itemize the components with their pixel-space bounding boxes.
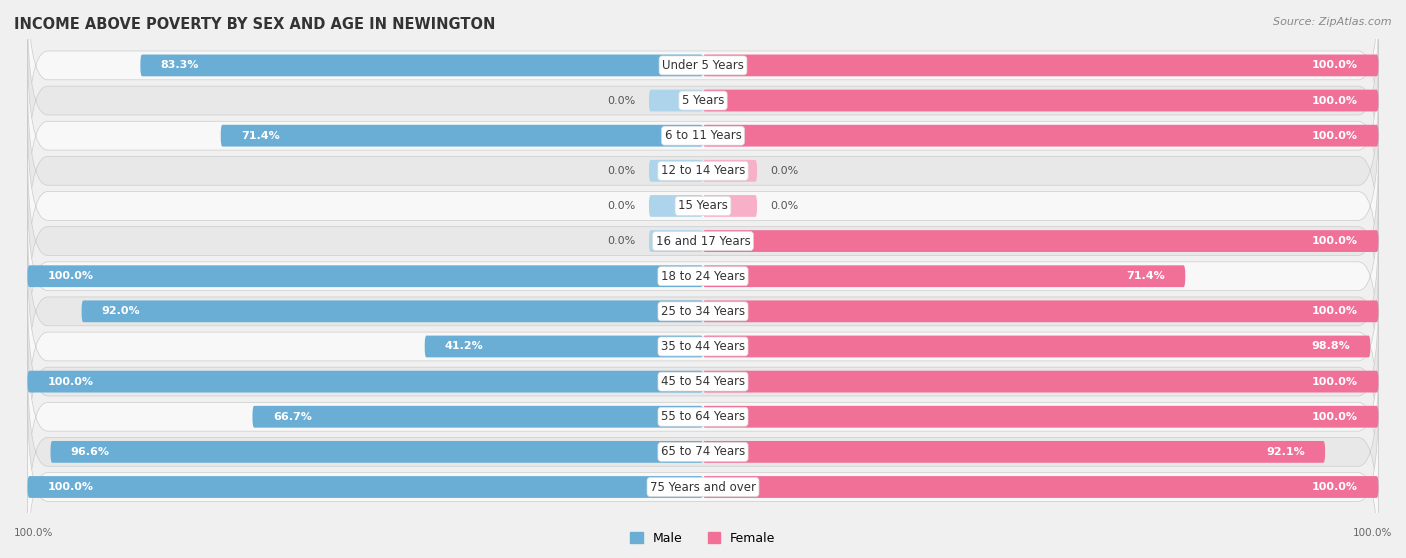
FancyBboxPatch shape xyxy=(51,441,703,463)
Text: 0.0%: 0.0% xyxy=(607,166,636,176)
Text: 18 to 24 Years: 18 to 24 Years xyxy=(661,270,745,283)
Text: 0.0%: 0.0% xyxy=(607,201,636,211)
FancyBboxPatch shape xyxy=(253,406,703,427)
Text: 71.4%: 71.4% xyxy=(1126,271,1166,281)
Text: 25 to 34 Years: 25 to 34 Years xyxy=(661,305,745,318)
FancyBboxPatch shape xyxy=(650,160,703,182)
Text: 100.0%: 100.0% xyxy=(1312,236,1358,246)
FancyBboxPatch shape xyxy=(82,300,703,322)
Text: Source: ZipAtlas.com: Source: ZipAtlas.com xyxy=(1274,17,1392,27)
Legend: Male, Female: Male, Female xyxy=(626,527,780,550)
FancyBboxPatch shape xyxy=(28,265,703,287)
FancyBboxPatch shape xyxy=(141,55,703,76)
FancyBboxPatch shape xyxy=(703,55,1378,76)
Text: 100.0%: 100.0% xyxy=(48,271,94,281)
FancyBboxPatch shape xyxy=(703,476,1378,498)
FancyBboxPatch shape xyxy=(28,256,1378,437)
FancyBboxPatch shape xyxy=(28,45,1378,227)
FancyBboxPatch shape xyxy=(28,396,1378,558)
Text: 35 to 44 Years: 35 to 44 Years xyxy=(661,340,745,353)
FancyBboxPatch shape xyxy=(28,371,703,392)
FancyBboxPatch shape xyxy=(650,195,703,217)
Text: 45 to 54 Years: 45 to 54 Years xyxy=(661,375,745,388)
Text: 100.0%: 100.0% xyxy=(1312,377,1358,387)
Text: 15 Years: 15 Years xyxy=(678,199,728,213)
Text: 100.0%: 100.0% xyxy=(48,482,94,492)
Text: 83.3%: 83.3% xyxy=(160,60,200,70)
Text: 0.0%: 0.0% xyxy=(607,95,636,105)
Text: 66.7%: 66.7% xyxy=(273,412,312,422)
Text: 100.0%: 100.0% xyxy=(1312,306,1358,316)
Text: 0.0%: 0.0% xyxy=(607,236,636,246)
Text: 92.1%: 92.1% xyxy=(1265,447,1305,457)
FancyBboxPatch shape xyxy=(425,335,703,357)
Text: 5 Years: 5 Years xyxy=(682,94,724,107)
Text: 100.0%: 100.0% xyxy=(1312,412,1358,422)
FancyBboxPatch shape xyxy=(703,265,1185,287)
Text: 12 to 14 Years: 12 to 14 Years xyxy=(661,164,745,177)
FancyBboxPatch shape xyxy=(28,185,1378,367)
Text: 41.2%: 41.2% xyxy=(444,341,484,352)
Text: 100.0%: 100.0% xyxy=(1312,60,1358,70)
FancyBboxPatch shape xyxy=(28,291,1378,473)
FancyBboxPatch shape xyxy=(28,0,1378,156)
Text: 75 Years and over: 75 Years and over xyxy=(650,480,756,493)
Text: 71.4%: 71.4% xyxy=(240,131,280,141)
FancyBboxPatch shape xyxy=(28,476,703,498)
FancyBboxPatch shape xyxy=(221,125,703,147)
Text: 100.0%: 100.0% xyxy=(1312,131,1358,141)
Text: 55 to 64 Years: 55 to 64 Years xyxy=(661,410,745,424)
FancyBboxPatch shape xyxy=(703,335,1371,357)
FancyBboxPatch shape xyxy=(703,300,1378,322)
FancyBboxPatch shape xyxy=(703,441,1324,463)
FancyBboxPatch shape xyxy=(28,220,1378,402)
FancyBboxPatch shape xyxy=(703,371,1378,392)
FancyBboxPatch shape xyxy=(28,326,1378,508)
FancyBboxPatch shape xyxy=(703,125,1378,147)
Text: 100.0%: 100.0% xyxy=(1353,528,1392,538)
FancyBboxPatch shape xyxy=(703,90,1378,112)
FancyBboxPatch shape xyxy=(650,230,703,252)
Text: 0.0%: 0.0% xyxy=(770,166,799,176)
FancyBboxPatch shape xyxy=(28,9,1378,191)
Text: Under 5 Years: Under 5 Years xyxy=(662,59,744,72)
Text: 6 to 11 Years: 6 to 11 Years xyxy=(665,129,741,142)
Text: INCOME ABOVE POVERTY BY SEX AND AGE IN NEWINGTON: INCOME ABOVE POVERTY BY SEX AND AGE IN N… xyxy=(14,17,495,32)
Text: 100.0%: 100.0% xyxy=(48,377,94,387)
Text: 65 to 74 Years: 65 to 74 Years xyxy=(661,445,745,458)
Text: 100.0%: 100.0% xyxy=(1312,95,1358,105)
Text: 98.8%: 98.8% xyxy=(1312,341,1350,352)
Text: 100.0%: 100.0% xyxy=(14,528,53,538)
FancyBboxPatch shape xyxy=(703,195,756,217)
Text: 100.0%: 100.0% xyxy=(1312,482,1358,492)
Text: 92.0%: 92.0% xyxy=(101,306,141,316)
FancyBboxPatch shape xyxy=(703,406,1378,427)
FancyBboxPatch shape xyxy=(28,150,1378,332)
FancyBboxPatch shape xyxy=(650,90,703,112)
FancyBboxPatch shape xyxy=(28,361,1378,543)
Text: 0.0%: 0.0% xyxy=(770,201,799,211)
Text: 96.6%: 96.6% xyxy=(70,447,110,457)
FancyBboxPatch shape xyxy=(703,230,1378,252)
Text: 16 and 17 Years: 16 and 17 Years xyxy=(655,234,751,248)
FancyBboxPatch shape xyxy=(28,115,1378,297)
FancyBboxPatch shape xyxy=(703,160,756,182)
FancyBboxPatch shape xyxy=(28,80,1378,262)
